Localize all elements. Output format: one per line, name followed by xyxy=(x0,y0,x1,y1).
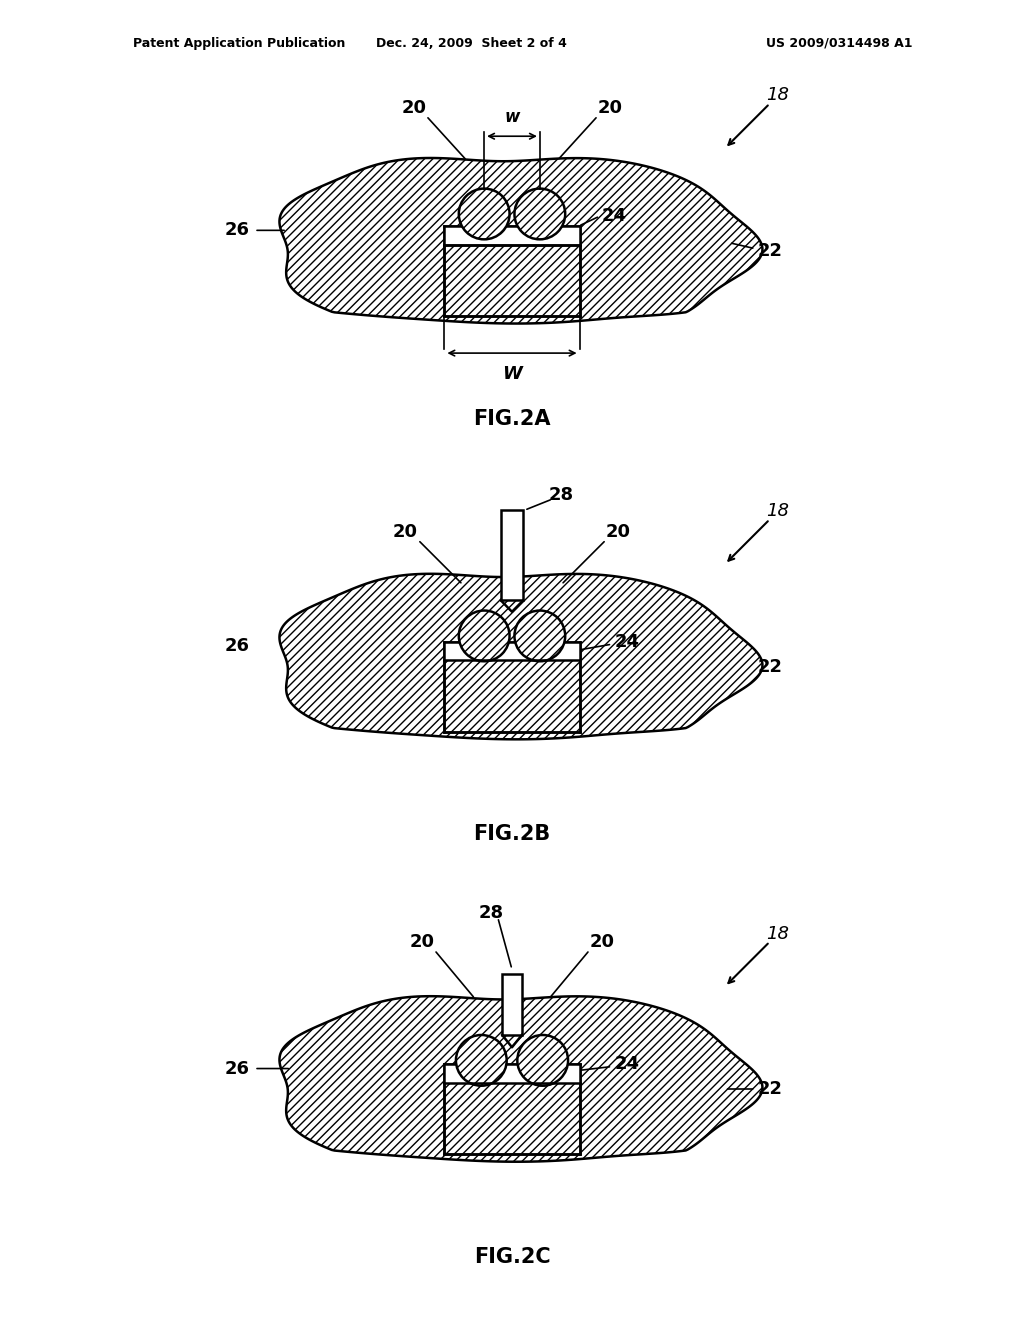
Text: w: w xyxy=(504,108,520,125)
Text: FIG.2C: FIG.2C xyxy=(474,1247,550,1267)
Text: 24: 24 xyxy=(614,634,639,651)
Text: FIG.2B: FIG.2B xyxy=(473,825,551,845)
Bar xyxy=(444,642,580,733)
Text: 28: 28 xyxy=(549,486,573,504)
Circle shape xyxy=(517,1035,568,1086)
Text: 26: 26 xyxy=(225,1060,250,1077)
Text: 18: 18 xyxy=(767,924,790,942)
Text: 26: 26 xyxy=(225,638,250,655)
Circle shape xyxy=(459,611,510,661)
Bar xyxy=(444,1064,580,1082)
Text: 20: 20 xyxy=(401,99,426,116)
Bar xyxy=(444,226,580,317)
Bar xyxy=(444,642,580,660)
Bar xyxy=(501,511,523,601)
Text: 26: 26 xyxy=(225,222,250,239)
Bar xyxy=(444,1064,580,1155)
Text: 18: 18 xyxy=(767,86,790,104)
Text: Patent Application Publication: Patent Application Publication xyxy=(133,37,345,50)
Circle shape xyxy=(514,189,565,239)
Text: 28: 28 xyxy=(479,904,504,923)
Text: 20: 20 xyxy=(598,99,623,116)
Text: W: W xyxy=(502,366,522,383)
Text: Dec. 24, 2009  Sheet 2 of 4: Dec. 24, 2009 Sheet 2 of 4 xyxy=(376,37,566,50)
Text: 22: 22 xyxy=(758,1080,782,1098)
Text: 20: 20 xyxy=(590,933,614,950)
Text: FIG.2A: FIG.2A xyxy=(473,409,551,429)
Bar xyxy=(502,974,522,1035)
Text: 22: 22 xyxy=(758,657,782,676)
Circle shape xyxy=(456,1035,507,1086)
Polygon shape xyxy=(280,574,763,739)
Circle shape xyxy=(514,611,565,661)
Text: 20: 20 xyxy=(606,523,631,541)
Bar xyxy=(444,226,580,244)
Polygon shape xyxy=(280,997,763,1162)
Text: 20: 20 xyxy=(410,933,434,950)
Text: 18: 18 xyxy=(767,502,790,520)
Text: 20: 20 xyxy=(393,523,418,541)
Text: 22: 22 xyxy=(758,242,782,260)
Text: 24: 24 xyxy=(614,1056,639,1073)
Polygon shape xyxy=(280,158,763,323)
Text: 24: 24 xyxy=(602,207,627,224)
Circle shape xyxy=(459,189,510,239)
Text: US 2009/0314498 A1: US 2009/0314498 A1 xyxy=(766,37,913,50)
